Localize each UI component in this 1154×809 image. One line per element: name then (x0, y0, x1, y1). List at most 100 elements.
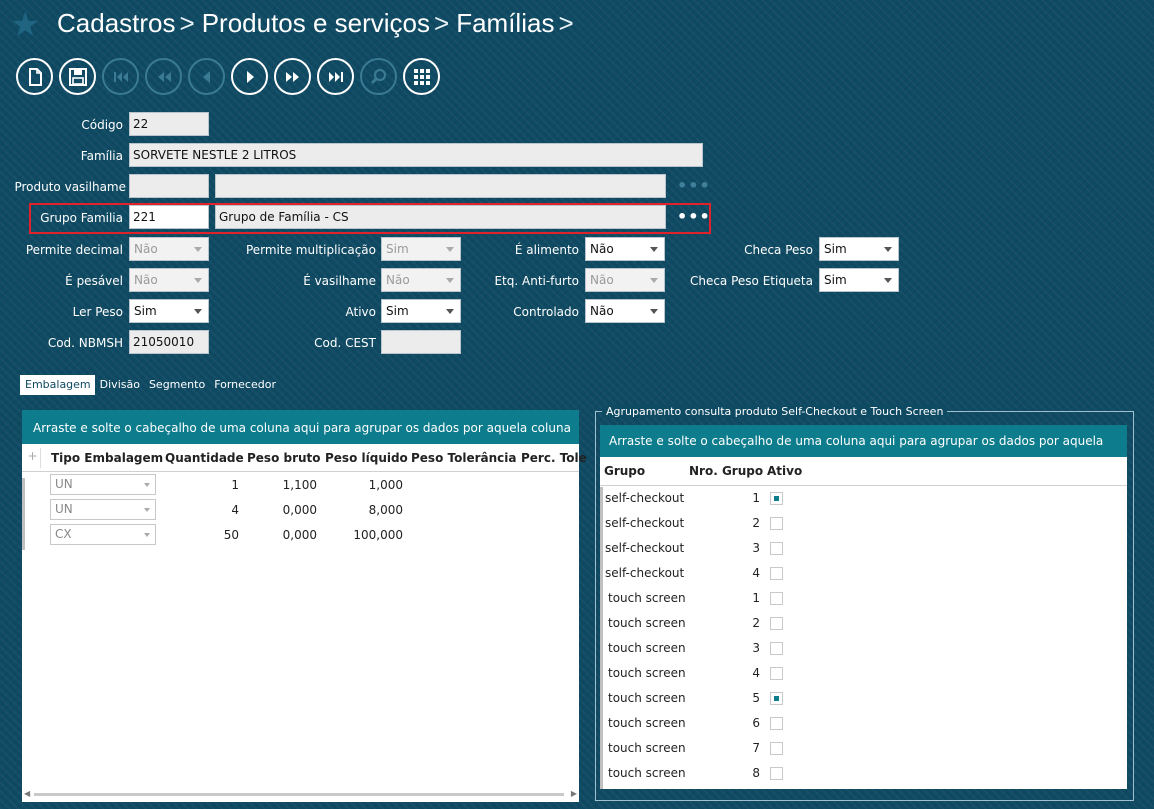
produto-vasilhame-code-field[interactable] (129, 174, 209, 198)
first-record-button[interactable] (102, 58, 139, 95)
tab-divisao[interactable]: Divisão (99, 378, 140, 391)
ativo-checkbox[interactable] (770, 692, 783, 705)
chevron-down-icon (650, 278, 658, 283)
e-vasilhame-select[interactable]: Não (381, 268, 461, 292)
scroll-left-icon[interactable]: ◀ (24, 789, 31, 798)
table-row[interactable]: touch screen 3 (600, 636, 1127, 661)
save-button[interactable] (59, 58, 96, 95)
permite-decimal-select[interactable]: Não (129, 237, 209, 261)
table-row[interactable]: touch screen 5 (600, 686, 1127, 711)
cod-nbmsh-field[interactable]: 21050010 (129, 330, 209, 354)
column-header[interactable]: Ativo (767, 464, 803, 478)
table-row[interactable]: self-checkout 2 (600, 511, 1127, 536)
table-row[interactable]: UN 1 1,100 1,000 (22, 473, 579, 498)
next-page-button[interactable] (274, 58, 311, 95)
column-header[interactable]: Nro. Grupo (689, 464, 764, 478)
grupo-familia-code-field[interactable]: 221 (129, 205, 209, 229)
table-row[interactable]: self-checkout 3 (600, 536, 1127, 561)
horizontal-scrollbar[interactable] (34, 793, 564, 796)
tipo-embalagem-select[interactable]: CX (50, 524, 156, 545)
table-row[interactable]: touch screen 7 (600, 736, 1127, 761)
grupo-familia-lookup-icon[interactable]: ••• (677, 207, 711, 226)
ativo-checkbox[interactable] (770, 717, 783, 730)
codigo-field[interactable]: 22 (129, 112, 209, 136)
chevron-down-icon (194, 247, 202, 252)
ler-peso-label: Ler Peso (72, 305, 123, 319)
e-pesavel-select[interactable]: Não (129, 268, 209, 292)
column-header[interactable]: Peso líquido (325, 451, 408, 465)
checa-peso-select[interactable]: Sim (819, 237, 899, 261)
etq-antifurto-select[interactable]: Não (585, 268, 665, 292)
breadcrumb-item[interactable]: Famílias (456, 8, 555, 38)
group-by-area[interactable]: Arraste e solte o cabeçalho de uma colun… (22, 416, 579, 444)
nro-grupo-cell: 5 (752, 691, 760, 705)
table-row[interactable]: self-checkout 1 (600, 486, 1127, 511)
table-row[interactable]: touch screen 2 (600, 611, 1127, 636)
table-row[interactable]: touch screen 6 (600, 711, 1127, 736)
previous-record-button[interactable] (188, 58, 225, 95)
grid-view-button[interactable] (403, 58, 440, 95)
produto-vasilhame-lookup-icon[interactable]: ••• (677, 176, 711, 195)
column-header[interactable]: Peso Tolerância (411, 451, 517, 465)
column-header[interactable]: Tipo Embalagem (51, 451, 164, 465)
search-button[interactable] (360, 58, 397, 95)
ativo-checkbox[interactable] (770, 667, 783, 680)
table-row[interactable]: self-checkout 4 (600, 561, 1127, 586)
grupo-cell: self-checkout (605, 541, 685, 555)
group-by-area[interactable]: Arraste e solte o cabeçalho de uma colun… (600, 425, 1127, 480)
cod-cest-field[interactable] (381, 330, 461, 354)
column-header[interactable]: Perc. Tole (521, 451, 587, 465)
ativo-checkbox[interactable] (770, 767, 783, 780)
tab-embalagem[interactable]: Embalagem (20, 375, 95, 395)
expand-icon[interactable]: + (25, 448, 41, 468)
grupo-familia-description-field[interactable]: Grupo de Família - CS (215, 205, 666, 229)
last-record-button[interactable] (317, 58, 354, 95)
tipo-embalagem-select[interactable]: UN (50, 499, 156, 520)
produto-vasilhame-description-field[interactable] (215, 174, 666, 198)
ativo-checkbox[interactable] (770, 592, 783, 605)
familia-label: Família (80, 149, 123, 163)
chevron-down-icon (194, 278, 202, 283)
familia-field[interactable]: SORVETE NESTLE 2 LITROS (129, 143, 703, 167)
tab-fornecedor[interactable]: Fornecedor (214, 378, 276, 391)
grupo-cell: touch screen (608, 641, 686, 655)
column-header[interactable]: Peso bruto (247, 451, 321, 465)
favorite-star-icon[interactable]: ★ (10, 5, 41, 45)
table-row[interactable]: CX 50 0,000 100,000 (22, 523, 579, 548)
checa-peso-etiqueta-label: Checa Peso Etiqueta (689, 274, 813, 288)
tipo-embalagem-select[interactable]: UN (50, 474, 156, 495)
ler-peso-select[interactable]: Sim (129, 299, 209, 323)
scroll-right-icon[interactable]: ▶ (570, 789, 577, 798)
breadcrumb-item[interactable]: Produtos e serviços (201, 8, 431, 38)
ativo-checkbox[interactable] (770, 617, 783, 630)
ativo-checkbox[interactable] (770, 517, 783, 530)
next-record-button[interactable] (231, 58, 268, 95)
permite-multiplicacao-select[interactable]: Sim (381, 237, 461, 261)
breadcrumb-item[interactable]: Cadastros (57, 8, 176, 38)
checa-peso-etiqueta-select[interactable]: Sim (819, 268, 899, 292)
controlado-select[interactable]: Não (585, 299, 665, 323)
previous-page-button[interactable] (145, 58, 182, 95)
peso-bruto-cell: 1,100 (282, 478, 317, 492)
table-row[interactable]: touch screen 8 (600, 761, 1127, 786)
ativo-checkbox[interactable] (770, 742, 783, 755)
table-row[interactable]: touch screen 1 (600, 586, 1127, 611)
column-header[interactable]: Grupo (604, 464, 646, 478)
grupo-familia-label: Grupo Familia (40, 211, 123, 225)
table-row[interactable]: touch screen 4 (600, 661, 1127, 686)
e-vasilhame-value: Não (386, 273, 410, 287)
e-alimento-select[interactable]: Não (585, 237, 665, 261)
column-header[interactable]: Quantidade (165, 451, 244, 465)
table-row[interactable]: UN 4 0,000 8,000 (22, 498, 579, 523)
ativo-checkbox[interactable] (770, 642, 783, 655)
ativo-checkbox[interactable] (770, 567, 783, 580)
new-button[interactable] (16, 58, 53, 95)
etq-antifurto-label: Etq. Anti-furto (494, 274, 579, 288)
ativo-checkbox[interactable] (770, 542, 783, 555)
tab-segmento[interactable]: Segmento (148, 378, 206, 391)
ativo-select[interactable]: Sim (381, 299, 461, 323)
chevron-down-icon (144, 508, 150, 512)
ativo-checkbox[interactable] (770, 492, 783, 505)
chevron-down-icon (194, 309, 202, 314)
chevron-down-icon (446, 278, 454, 283)
